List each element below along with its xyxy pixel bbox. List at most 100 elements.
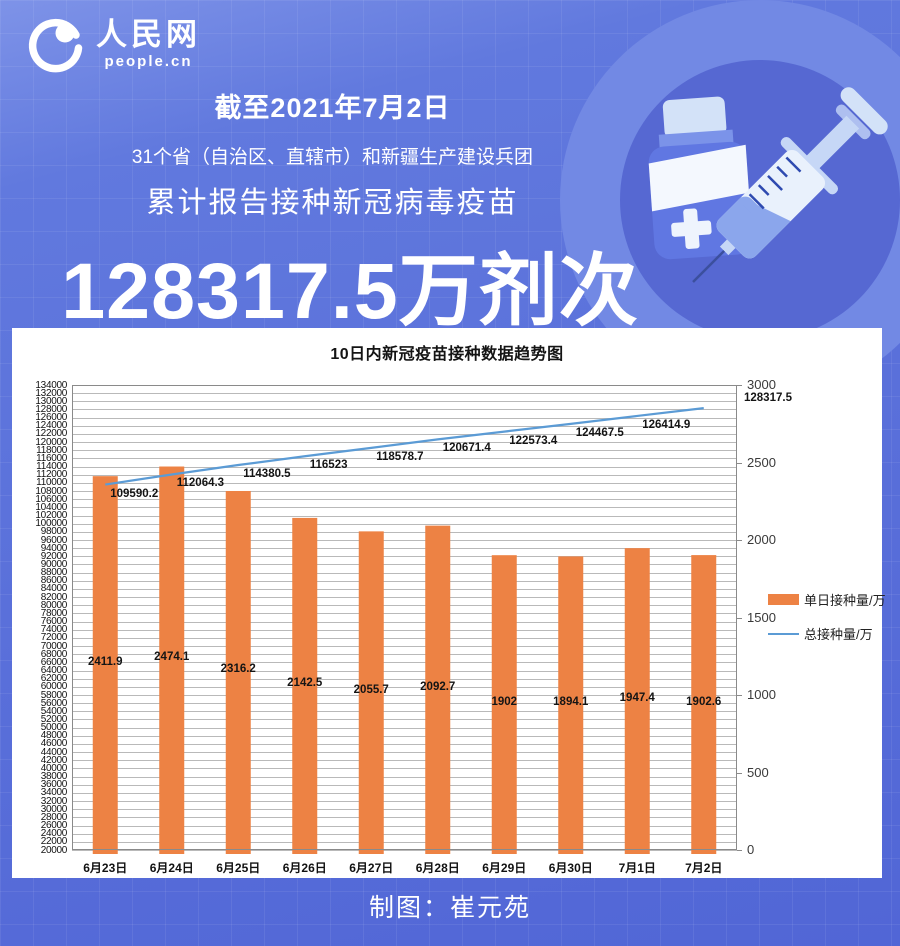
left-axis-tick-label: 70000 [40,640,68,652]
line-point-label: 124467.5 [575,426,624,439]
bar-value-label: 2055.7 [353,683,389,696]
x-axis-label: 6月24日 [149,861,194,875]
left-axis-tick-label: 30000 [40,803,68,815]
bar-value-label: 2092.7 [420,680,456,693]
left-axis-tick-label: 130000 [35,395,67,407]
left-axis-tick-label: 38000 [40,771,68,783]
left-axis-tick-label: 132000 [35,387,67,399]
plot-area [72,385,742,854]
chart-card: 10日内新冠疫苗接种数据趋势图 134000 132000 130000 128000… [12,328,886,878]
left-axis-tick-label: 84000 [40,583,68,595]
logo-swoosh-icon [28,18,83,73]
chart-title: 10日内新冠疫苗接种数据趋势图 [330,346,564,363]
left-axis-tick-label: 48000 [40,730,68,742]
bar-value-label: 2474.1 [154,651,190,664]
line-point-label: 109590.2 [110,487,159,500]
left-axis-tick-label: 50000 [40,722,68,734]
left-axis-tick-label: 108000 [35,485,67,497]
left-axis-tick-label: 76000 [40,616,68,628]
left-axis-tick-label: 120000 [35,436,67,448]
headline-total-doses: 128317.5万剂次 [61,246,639,335]
plot-border [72,385,737,850]
left-axis-tick-label: 20000 [40,844,68,856]
line-point-label: 126414.9 [642,418,691,431]
left-axis-tick-label: 116000 [36,452,67,464]
left-axis-tick-label: 88000 [40,567,68,579]
right-axis-tick-label: 1500 [747,609,776,625]
left-axis-tick-label: 82000 [40,591,68,603]
left-axis-tick-label: 58000 [40,689,68,701]
left-axis-tick-label: 92000 [40,550,68,562]
bar [292,517,318,854]
line-point-label: 128317.5 [744,392,792,405]
bar [92,476,118,854]
chart-legend: 单日接种量/万 总接种量/万 [768,590,886,643]
left-axis-tick-label: 44000 [40,746,68,758]
bar [624,548,650,854]
line-point-label: 114380.5 [243,468,291,481]
bar-value-label: 1894.1 [553,696,589,709]
left-axis-tick-label: 78000 [40,607,68,619]
left-axis-tick-label: 24000 [40,828,68,840]
logo-brand-text: 人民网 [96,17,201,52]
left-axis-tick-label: 54000 [40,705,68,717]
left-axis-tick-label: 96000 [40,534,68,546]
line-point-label: 118578.7 [376,450,424,463]
left-axis-tick-label: 34000 [40,787,68,799]
left-axis-tick-label: 66000 [40,656,68,668]
banner-subject-line: 累计报告接种新冠病毒疫苗 [146,187,519,219]
left-axis-tick-label: 26000 [40,820,68,832]
right-axis-tick-label: 3000 [747,377,776,392]
bar-value-label: 2411.9 [87,656,123,669]
left-axis-tick-label: 104000 [35,501,67,513]
bar-value-label: 1902 [491,695,518,708]
x-axis-label: 6月29日 [482,861,527,875]
left-axis-tick-label: 94000 [40,542,68,554]
left-axis-tick-label: 36000 [40,779,68,791]
left-axis-tick-label: 128000 [35,403,67,415]
bar [491,555,517,854]
bar-value-label: 1947.4 [619,692,655,705]
bar-value-label: 1902.6 [686,695,722,708]
left-axis-tick-label: 60000 [40,681,68,693]
left-axis-tick-label: 28000 [40,811,68,823]
x-axis-label: 6月26日 [282,861,327,875]
syringe-icon [692,87,888,283]
left-axis-tick-label: 80000 [40,599,68,611]
bar [691,555,717,854]
bar [159,466,185,854]
left-axis-tick-label: 134000 [35,379,67,391]
bar-value-label: 2142.5 [287,676,323,689]
left-axis-tick-label: 106000 [35,493,67,505]
bar [358,531,384,854]
x-axis-label: 6月23日 [83,861,128,875]
banner: 截至2021年7月2日 31个省（自治区、直辖市）和新疆生产建设兵团 累计报告接… [0,86,665,221]
left-axis-tick-label: 100000 [35,518,67,530]
legend-daily-label: 单日接种量/万 [804,593,886,608]
left-axis-tick-label: 118000 [36,444,67,456]
logo-domain-text: people.cn [104,53,193,70]
x-axis-label: 6月27日 [349,861,394,875]
right-axis-tick-label: 0 [747,842,755,857]
legend-total-label: 总接种量/万 [804,627,873,642]
people-cn-logo: 人民网 people.cn [26,14,201,74]
right-axis-tick-label: 1000 [747,687,776,702]
left-axis-tick-label: 68000 [40,648,68,660]
left-axis-tick-label: 122000 [35,428,67,440]
left-axis-tick-label: 74000 [40,624,68,636]
left-axis-tick-label: 98000 [40,526,68,538]
left-axis-tick-label: 52000 [40,713,68,725]
line-point-label: 120671.4 [442,442,491,455]
bar [558,556,584,854]
banner-scope-line: 31个省（自治区、直辖市）和新疆生产建设兵团 [131,147,534,168]
left-axis-tick-label: 42000 [40,754,68,766]
cumulative-line [105,407,704,486]
left-axis-tick-label: 62000 [40,673,68,685]
right-axis-tick-label: 500 [747,764,769,780]
left-axis-tick-label: 72000 [40,632,68,644]
left-axis-tick-label: 56000 [40,697,68,709]
bar-value-label: 2316.2 [220,663,256,676]
left-axis-tick-label: 90000 [40,558,68,570]
line-point-label: 116523 [309,459,348,472]
